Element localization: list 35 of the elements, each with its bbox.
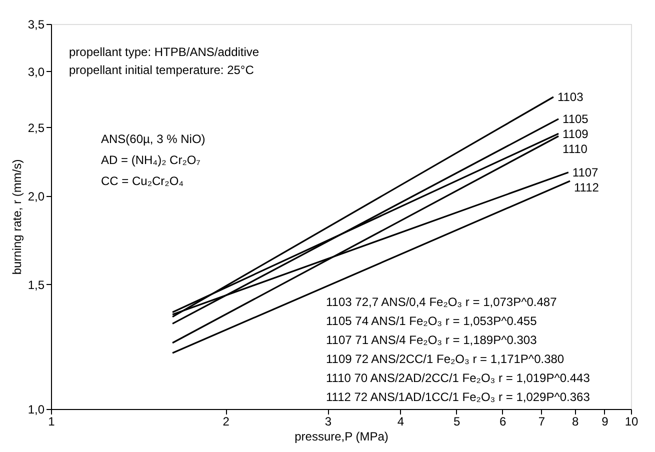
annotation: 1103 72,7 ANS/0,4 Fe₂O₃ r = 1,073P^0.487	[326, 295, 558, 309]
x-tick-label: 8	[572, 414, 579, 428]
series-label: 1112	[574, 180, 600, 194]
annotation: propellant type: HTPB/ANS/additive	[69, 45, 260, 59]
series-label: 1109	[562, 126, 589, 141]
annotation: 1105 74 ANS/1 Fe₂O₃ r = 1,053P^0.455	[326, 314, 538, 328]
annotation: ANS(60µ, 3 % NiO)	[101, 132, 206, 146]
y-tick-label: 3,5	[28, 18, 45, 32]
series-label: 1110	[562, 142, 588, 156]
x-axis-title: pressure,P (MPa)	[294, 430, 388, 444]
x-tick-label: 10	[624, 414, 638, 428]
annotation: CC = Cu₂Cr₂O₄	[101, 174, 184, 188]
x-tick-label: 7	[538, 414, 546, 428]
series-label: 1103	[557, 90, 584, 104]
y-tick-label: 1,5	[28, 278, 45, 292]
annotation: propellant initial temperature: 25°C	[69, 63, 254, 77]
series-label: 1105	[562, 112, 589, 126]
y-tick-label: 1,0	[28, 402, 45, 416]
annotation: 1110 70 ANS/2AD/2CC/1 Fe₂O₃ r = 1,019P^0.443	[326, 371, 590, 385]
x-tick-label: 1	[48, 414, 56, 428]
series-label: 1107	[572, 165, 599, 180]
y-tick-label: 3,0	[28, 64, 45, 79]
x-tick-label: 4	[397, 414, 404, 428]
y-tick-label: 2,5	[28, 120, 45, 135]
x-tick-label: 6	[499, 414, 506, 428]
y-tick-label: 2,0	[28, 189, 45, 204]
x-tick-label: 9	[602, 414, 609, 428]
annotation: AD = (NH₄)₂ Cr₂O₇	[101, 153, 200, 167]
annotation: 1112 72 ANS/1AD/1CC/1 Fe₂O₃ r = 1,029P^0.363	[326, 390, 590, 404]
y-axis-title: burning rate, r (mm/s)	[10, 159, 24, 275]
x-tick-label: 2	[222, 414, 230, 428]
x-tick-label: 5	[454, 414, 461, 428]
annotation: 1109 72 ANS/2CC/1 Fe₂O₃ r = 1,171P^0.380	[326, 352, 564, 366]
x-tick-label: 3	[324, 414, 332, 428]
annotation: 1107 71 ANS/4 Fe₂O₃ r = 1,189P^0.303	[326, 333, 538, 347]
